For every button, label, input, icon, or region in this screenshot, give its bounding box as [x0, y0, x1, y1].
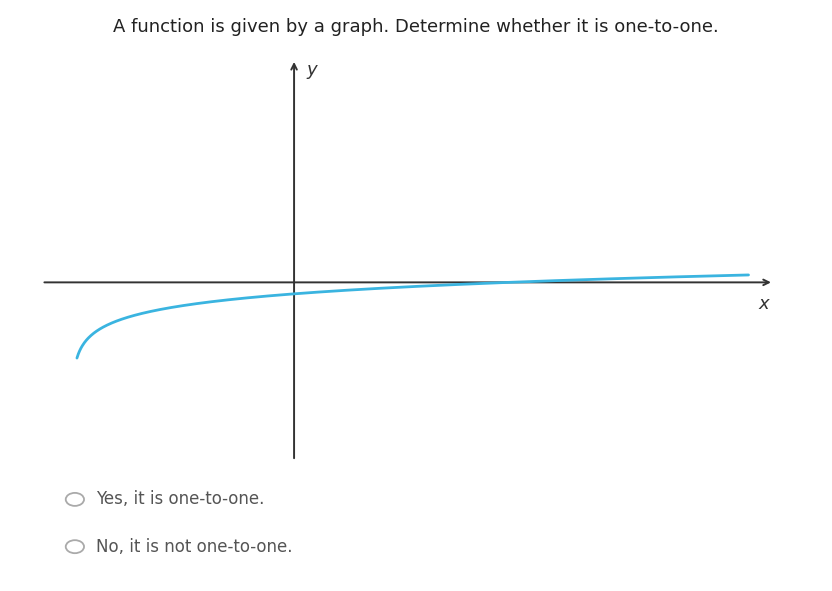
Text: No, it is not one-to-one.: No, it is not one-to-one. [96, 538, 292, 556]
Text: y: y [307, 61, 317, 79]
Text: Yes, it is one-to-one.: Yes, it is one-to-one. [96, 491, 264, 508]
Text: x: x [758, 295, 769, 313]
Text: A function is given by a graph. Determine whether it is one-to-one.: A function is given by a graph. Determin… [113, 18, 719, 35]
